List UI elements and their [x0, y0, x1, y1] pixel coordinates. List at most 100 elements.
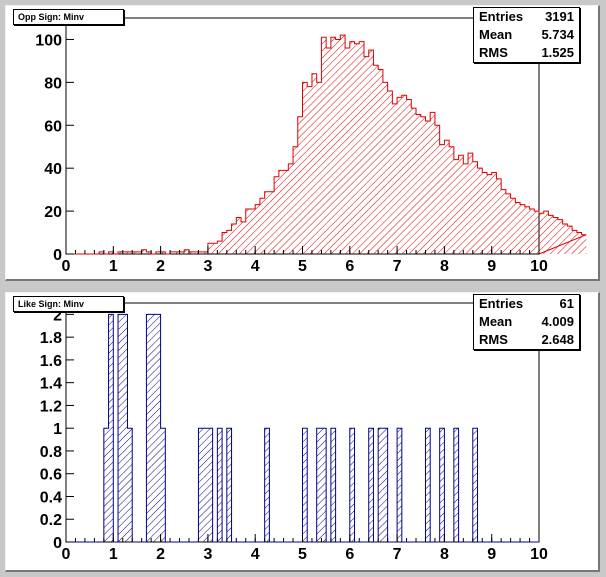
x-tick-label: 10 — [530, 258, 548, 275]
histogram-bar — [463, 163, 469, 254]
histogram-bar — [449, 146, 454, 254]
histogram-bar — [255, 204, 260, 254]
histogram-bar — [293, 146, 298, 254]
y-tick-label: 100 — [35, 32, 62, 49]
histogram-bar — [482, 172, 487, 254]
histogram-bar — [496, 178, 502, 254]
histogram-bar — [174, 251, 180, 254]
y-tick-label: 40 — [44, 161, 62, 178]
histogram-bar — [118, 251, 123, 254]
histogram-bar — [241, 221, 246, 254]
x-tick-label: 9 — [487, 546, 496, 563]
stats-label: Entries — [479, 9, 524, 24]
histogram-bar — [468, 153, 473, 254]
histogram-bar — [411, 108, 417, 254]
histogram-outline — [66, 34, 587, 255]
y-tick-label: 0.8 — [40, 444, 62, 461]
stats-box-like-sign: Entries 61 Mean 4.009 RMS 2.648 — [473, 294, 580, 350]
x-tick-label: 3 — [203, 258, 212, 275]
histogram-bar — [127, 251, 133, 254]
x-tick-label: 7 — [393, 546, 402, 563]
histogram-bar — [439, 428, 445, 542]
y-tick-label: 1.4 — [40, 376, 62, 393]
histogram-outline — [66, 313, 539, 543]
y-tick-label: 0 — [53, 535, 62, 552]
histogram-bar — [387, 90, 393, 254]
x-tick-label: 8 — [440, 546, 449, 563]
histogram-bar — [217, 428, 223, 542]
histogram-bar — [548, 215, 554, 254]
histogram-bar — [453, 428, 459, 542]
y-tick-label: 0 — [53, 247, 62, 264]
histogram-bar — [269, 191, 275, 254]
histogram-bar — [326, 48, 331, 254]
histogram-bar — [378, 428, 383, 542]
histogram-bar — [373, 65, 379, 254]
y-tick-label: 80 — [44, 75, 62, 92]
histogram-bar — [477, 168, 483, 254]
histogram-bar — [316, 428, 322, 542]
stats-row-entries: Entries 61 — [474, 295, 579, 313]
histogram-bar — [311, 73, 317, 254]
histogram-bar — [444, 140, 450, 254]
x-tick-label: 3 — [203, 546, 212, 563]
histogram-bar — [368, 50, 374, 254]
histogram-bar — [274, 176, 279, 254]
histogram-bar — [222, 232, 227, 254]
histogram-bar — [335, 39, 341, 254]
x-tick-label: 7 — [393, 258, 402, 275]
histogram-bar — [212, 243, 218, 254]
stats-value: 61 — [559, 296, 574, 311]
histogram-bar — [382, 428, 388, 542]
histogram-bar — [302, 82, 308, 254]
histogram-bar — [297, 116, 303, 254]
stats-value: 2.648 — [541, 332, 574, 347]
x-tick-label: 0 — [62, 546, 71, 563]
histogram-bar — [179, 251, 185, 254]
histogram-bar — [146, 314, 152, 542]
histogram-bar — [316, 82, 322, 254]
x-tick-label: 8 — [440, 258, 449, 275]
y-tick-label: 1 — [53, 421, 62, 438]
histogram-bar — [567, 226, 573, 254]
histogram-bar — [434, 125, 440, 254]
y-tick-label: 0.4 — [40, 489, 62, 506]
histogram-bar — [245, 208, 251, 254]
histogram-bar — [226, 230, 232, 254]
histogram-bar — [193, 251, 199, 254]
x-tick-label: 1 — [109, 546, 118, 563]
histogram-bar — [472, 161, 478, 254]
histogram-bar — [170, 251, 175, 254]
histogram-bar — [382, 82, 388, 254]
histogram-bar — [491, 172, 497, 254]
histogram-bar — [420, 116, 426, 254]
x-tick-label: 6 — [345, 546, 354, 563]
histogram-bar — [226, 428, 232, 542]
histogram-bar — [155, 251, 161, 254]
histogram-bar — [439, 144, 445, 254]
histogram-bar — [520, 204, 525, 254]
x-tick-label: 5 — [298, 546, 307, 563]
histogram-bar — [472, 428, 478, 542]
histogram-bar — [160, 428, 166, 542]
histogram-bar — [345, 48, 350, 254]
x-tick-label: 1 — [109, 258, 118, 275]
histogram-bar — [118, 314, 123, 542]
histogram-bar — [397, 97, 402, 254]
histogram-title-like-sign: Like Sign: Minv — [13, 296, 124, 312]
y-tick-label: 20 — [44, 204, 62, 221]
histogram-bar — [321, 428, 327, 542]
histogram-bar — [368, 428, 374, 542]
histogram-bar — [122, 251, 128, 254]
histogram-bar — [354, 43, 360, 254]
histogram-bar — [264, 191, 270, 254]
histogram-bar — [198, 251, 204, 254]
histogram-bar — [510, 198, 516, 254]
histogram-title-opp-sign: Opp Sign: Minv — [13, 9, 124, 25]
histogram-bar — [302, 428, 308, 542]
stats-row-entries: Entries 3191 — [474, 8, 579, 26]
histogram-bar — [416, 114, 421, 254]
x-tick-label: 4 — [251, 546, 260, 563]
y-tick-label: 60 — [44, 118, 62, 135]
